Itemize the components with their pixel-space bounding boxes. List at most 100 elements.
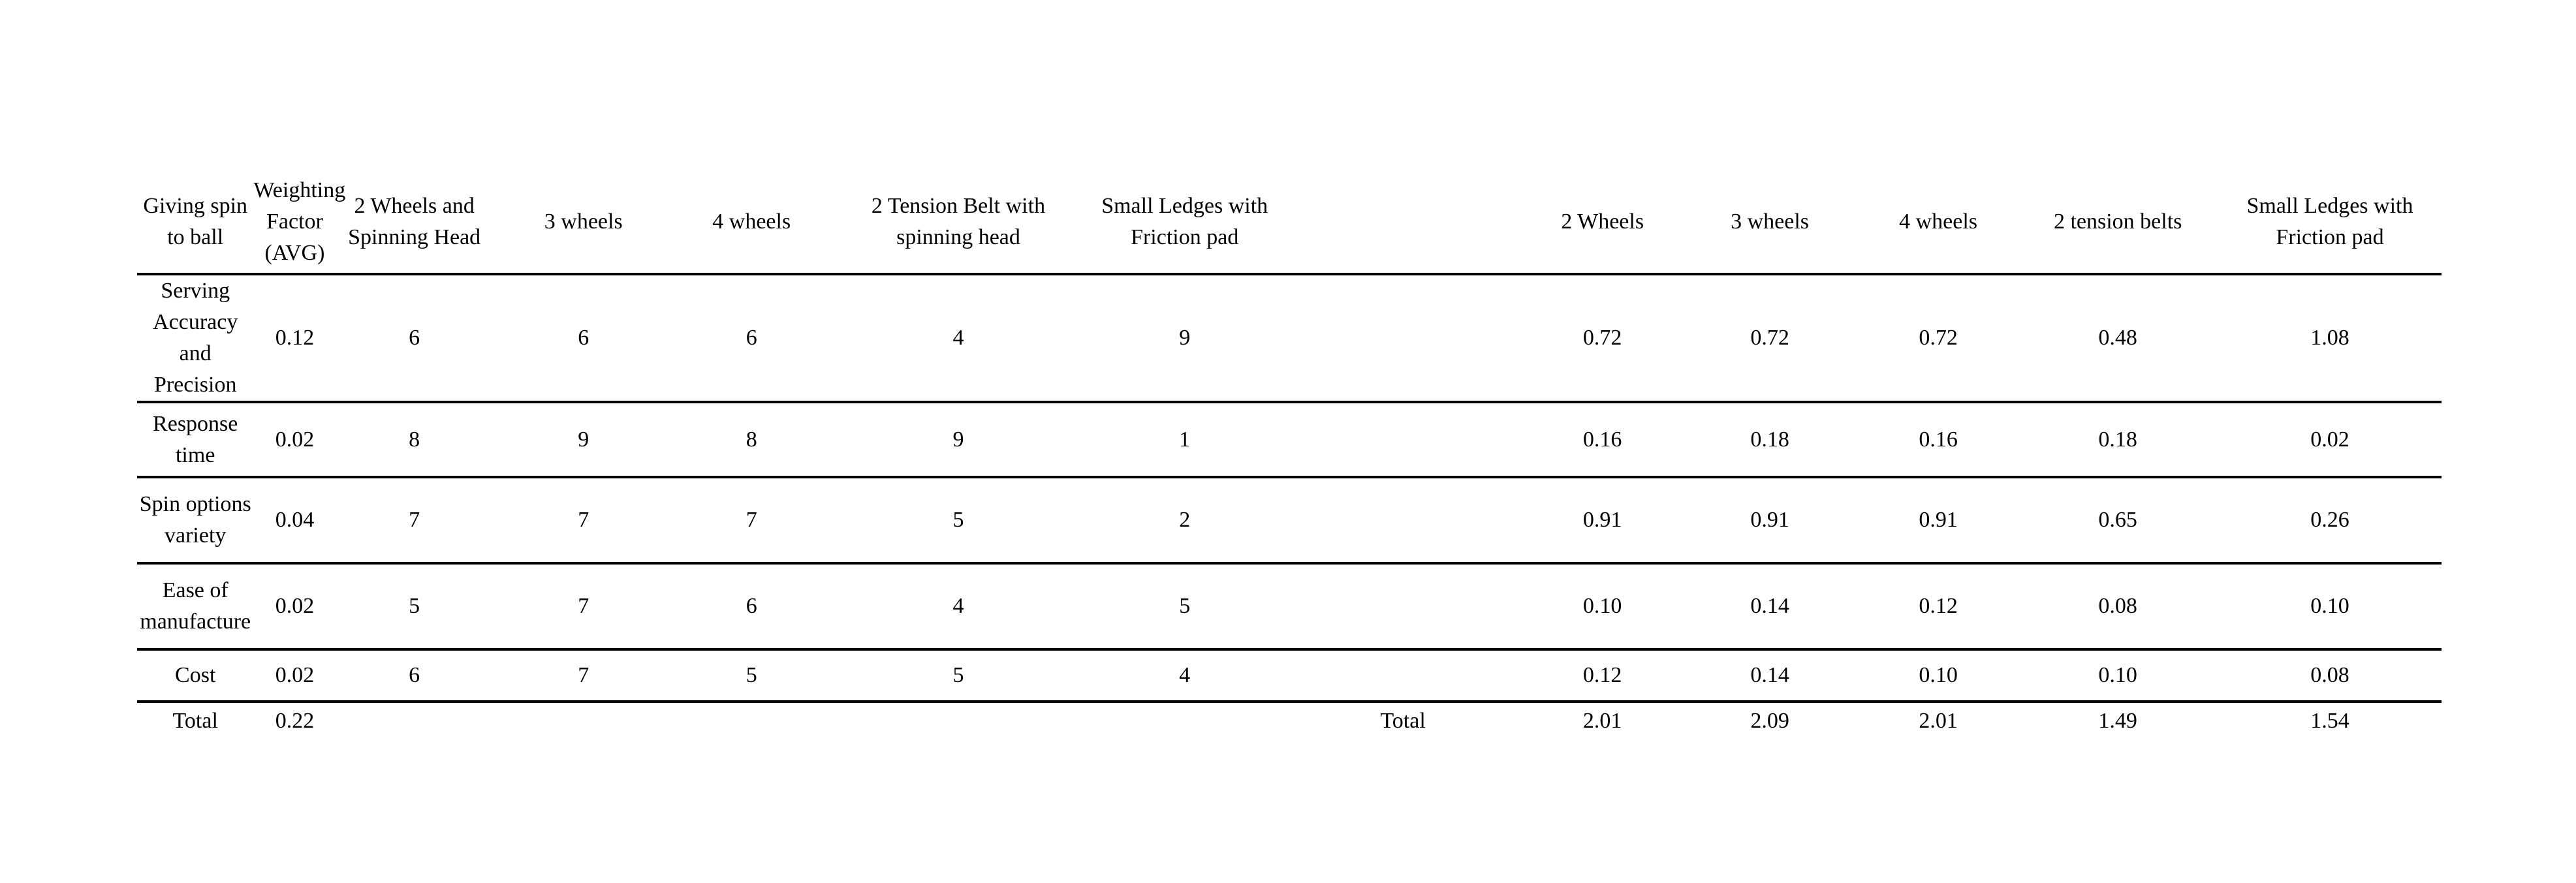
header-cell: 2 Tension Belt with spinning head	[828, 171, 1088, 275]
cell-value: 0.08	[2098, 594, 2137, 618]
table-cell: 0.08	[2017, 563, 2219, 651]
cell-value: 6	[746, 326, 757, 350]
table-cell: 0.48	[2017, 274, 2219, 403]
header-cell: 2 Wheels and Spinning Head	[336, 171, 493, 275]
table-cell: Response time	[137, 402, 254, 478]
cell-value: 0.91	[1919, 508, 1958, 532]
table-cell: 0.72	[1680, 274, 1859, 403]
header-label: Weighting Factor (AVG)	[253, 178, 346, 265]
cell-value: 0.16	[1919, 427, 1958, 452]
table-cell: 7	[674, 477, 829, 565]
cell-value: 4	[952, 594, 964, 618]
table-cell	[493, 702, 674, 739]
table-cell: 9	[492, 402, 674, 478]
cell-value: 7	[746, 508, 757, 532]
header-cell: 3 wheels	[1680, 171, 1859, 275]
cell-value: 7	[578, 663, 589, 687]
table-cell	[1281, 477, 1524, 565]
cell-value: 6	[409, 663, 420, 687]
table-cell: 8	[674, 402, 829, 478]
table-cell: 5	[828, 477, 1088, 565]
cell-value: 1.49	[2098, 709, 2137, 733]
table-cell	[829, 702, 1088, 739]
table-cell: 0.10	[2218, 563, 2442, 651]
table-cell: 5	[674, 649, 829, 703]
table-cell: 9	[828, 402, 1088, 478]
cell-value: Total	[1380, 709, 1426, 733]
table-row: Spin options variety 0.04 7 7 7 5 2 0.91…	[137, 477, 2442, 565]
cell-value: 0.10	[1582, 594, 1622, 618]
cell-value: Total	[172, 709, 218, 733]
table-cell: 0.18	[2017, 402, 2219, 478]
table-cell: 4	[1088, 649, 1282, 703]
table-cell: 6	[336, 274, 493, 403]
header-label: 2 tension belts	[2053, 209, 2182, 234]
header-cell: Small Ledges with Friction pad	[1088, 171, 1282, 275]
cell-value: 0.08	[2310, 663, 2349, 687]
table-cell: 0.10	[1524, 563, 1681, 651]
table-cell: 7	[492, 477, 674, 565]
table-cell	[336, 702, 492, 739]
cell-value: 4	[1179, 663, 1191, 687]
table-cell: 0.12	[253, 274, 336, 403]
table-cell: 0.26	[2218, 477, 2442, 565]
cell-value: 0.10	[2310, 594, 2349, 618]
cell-value: 1	[1179, 427, 1191, 452]
table-cell: 4	[828, 563, 1088, 651]
header-label: 3 wheels	[544, 209, 623, 234]
table-cell: 7	[336, 477, 493, 565]
table-cell: 0.02	[253, 402, 336, 478]
table-cell: 0.14	[1680, 563, 1859, 651]
cell-value: 0.72	[1582, 326, 1622, 350]
table-cell: 7	[492, 649, 674, 703]
table-cell	[674, 702, 829, 739]
table-cell: 0.14	[1680, 649, 1859, 703]
cell-value: 2.01	[1582, 709, 1622, 733]
table-cell: 0.91	[1680, 477, 1859, 565]
cell-value: 0.16	[1582, 427, 1622, 452]
header-label: 4 wheels	[1899, 209, 1978, 234]
cell-value: 8	[746, 427, 757, 452]
table-cell: 2.01	[1859, 702, 2018, 739]
cell-value: 2	[1179, 508, 1191, 532]
table-cell: 0.10	[1859, 649, 2018, 703]
cell-value: 9	[952, 427, 964, 452]
cell-value: 0.22	[275, 709, 315, 733]
table-cell: 0.91	[1524, 477, 1681, 565]
table-cell: 0.72	[1524, 274, 1681, 403]
cell-value: 5	[1179, 594, 1191, 618]
table-cell: 7	[492, 563, 674, 651]
table-cell	[1281, 563, 1524, 651]
header-label: 3 wheels	[1731, 209, 1810, 234]
header-label: 2 Wheels and Spinning Head	[348, 194, 481, 249]
cell-value: Ease of manufacture	[140, 578, 251, 634]
cell-value: 1.08	[2310, 326, 2349, 350]
table-cell: 0.12	[1524, 649, 1681, 703]
total-row: Total 0.22 Total 2.01 2.09 2.01 1.49 1.5…	[137, 702, 2442, 739]
header-cell: 4 wheels	[674, 171, 829, 275]
cell-value: 0.65	[2098, 508, 2137, 532]
cell-value: 0.18	[2098, 427, 2137, 452]
table-cell: 0.02	[2218, 402, 2442, 478]
table-cell: 0.72	[1859, 274, 2018, 403]
table-cell: 0.12	[1859, 563, 2018, 651]
header-label: 2 Tension Belt with spinning head	[871, 194, 1046, 249]
cell-value: 7	[578, 508, 589, 532]
cell-value: 6	[746, 594, 757, 618]
cell-value: 6	[409, 326, 420, 350]
cell-value: 5	[952, 663, 964, 687]
cell-value: 9	[1179, 326, 1191, 350]
table-cell: Total	[137, 702, 253, 739]
table-cell: 0.91	[1859, 477, 2018, 565]
cell-value: 0.14	[1750, 594, 1789, 618]
table-cell: 6	[674, 274, 829, 403]
cell-value: Cost	[175, 663, 216, 687]
decision-matrix-table: Giving spin to ball Weighting Factor (AV…	[137, 171, 2442, 739]
table-cell: 0.18	[1680, 402, 1859, 478]
cell-value: 0.12	[275, 326, 315, 350]
table-cell: 1	[1088, 402, 1282, 478]
header-cell: 3 wheels	[492, 171, 674, 275]
table-row: Response time 0.02 8 9 8 9 1 0.16 0.18 0…	[137, 402, 2442, 478]
table-cell: 0.02	[253, 563, 336, 651]
header-label: Small Ledges with Friction pad	[2246, 194, 2413, 249]
